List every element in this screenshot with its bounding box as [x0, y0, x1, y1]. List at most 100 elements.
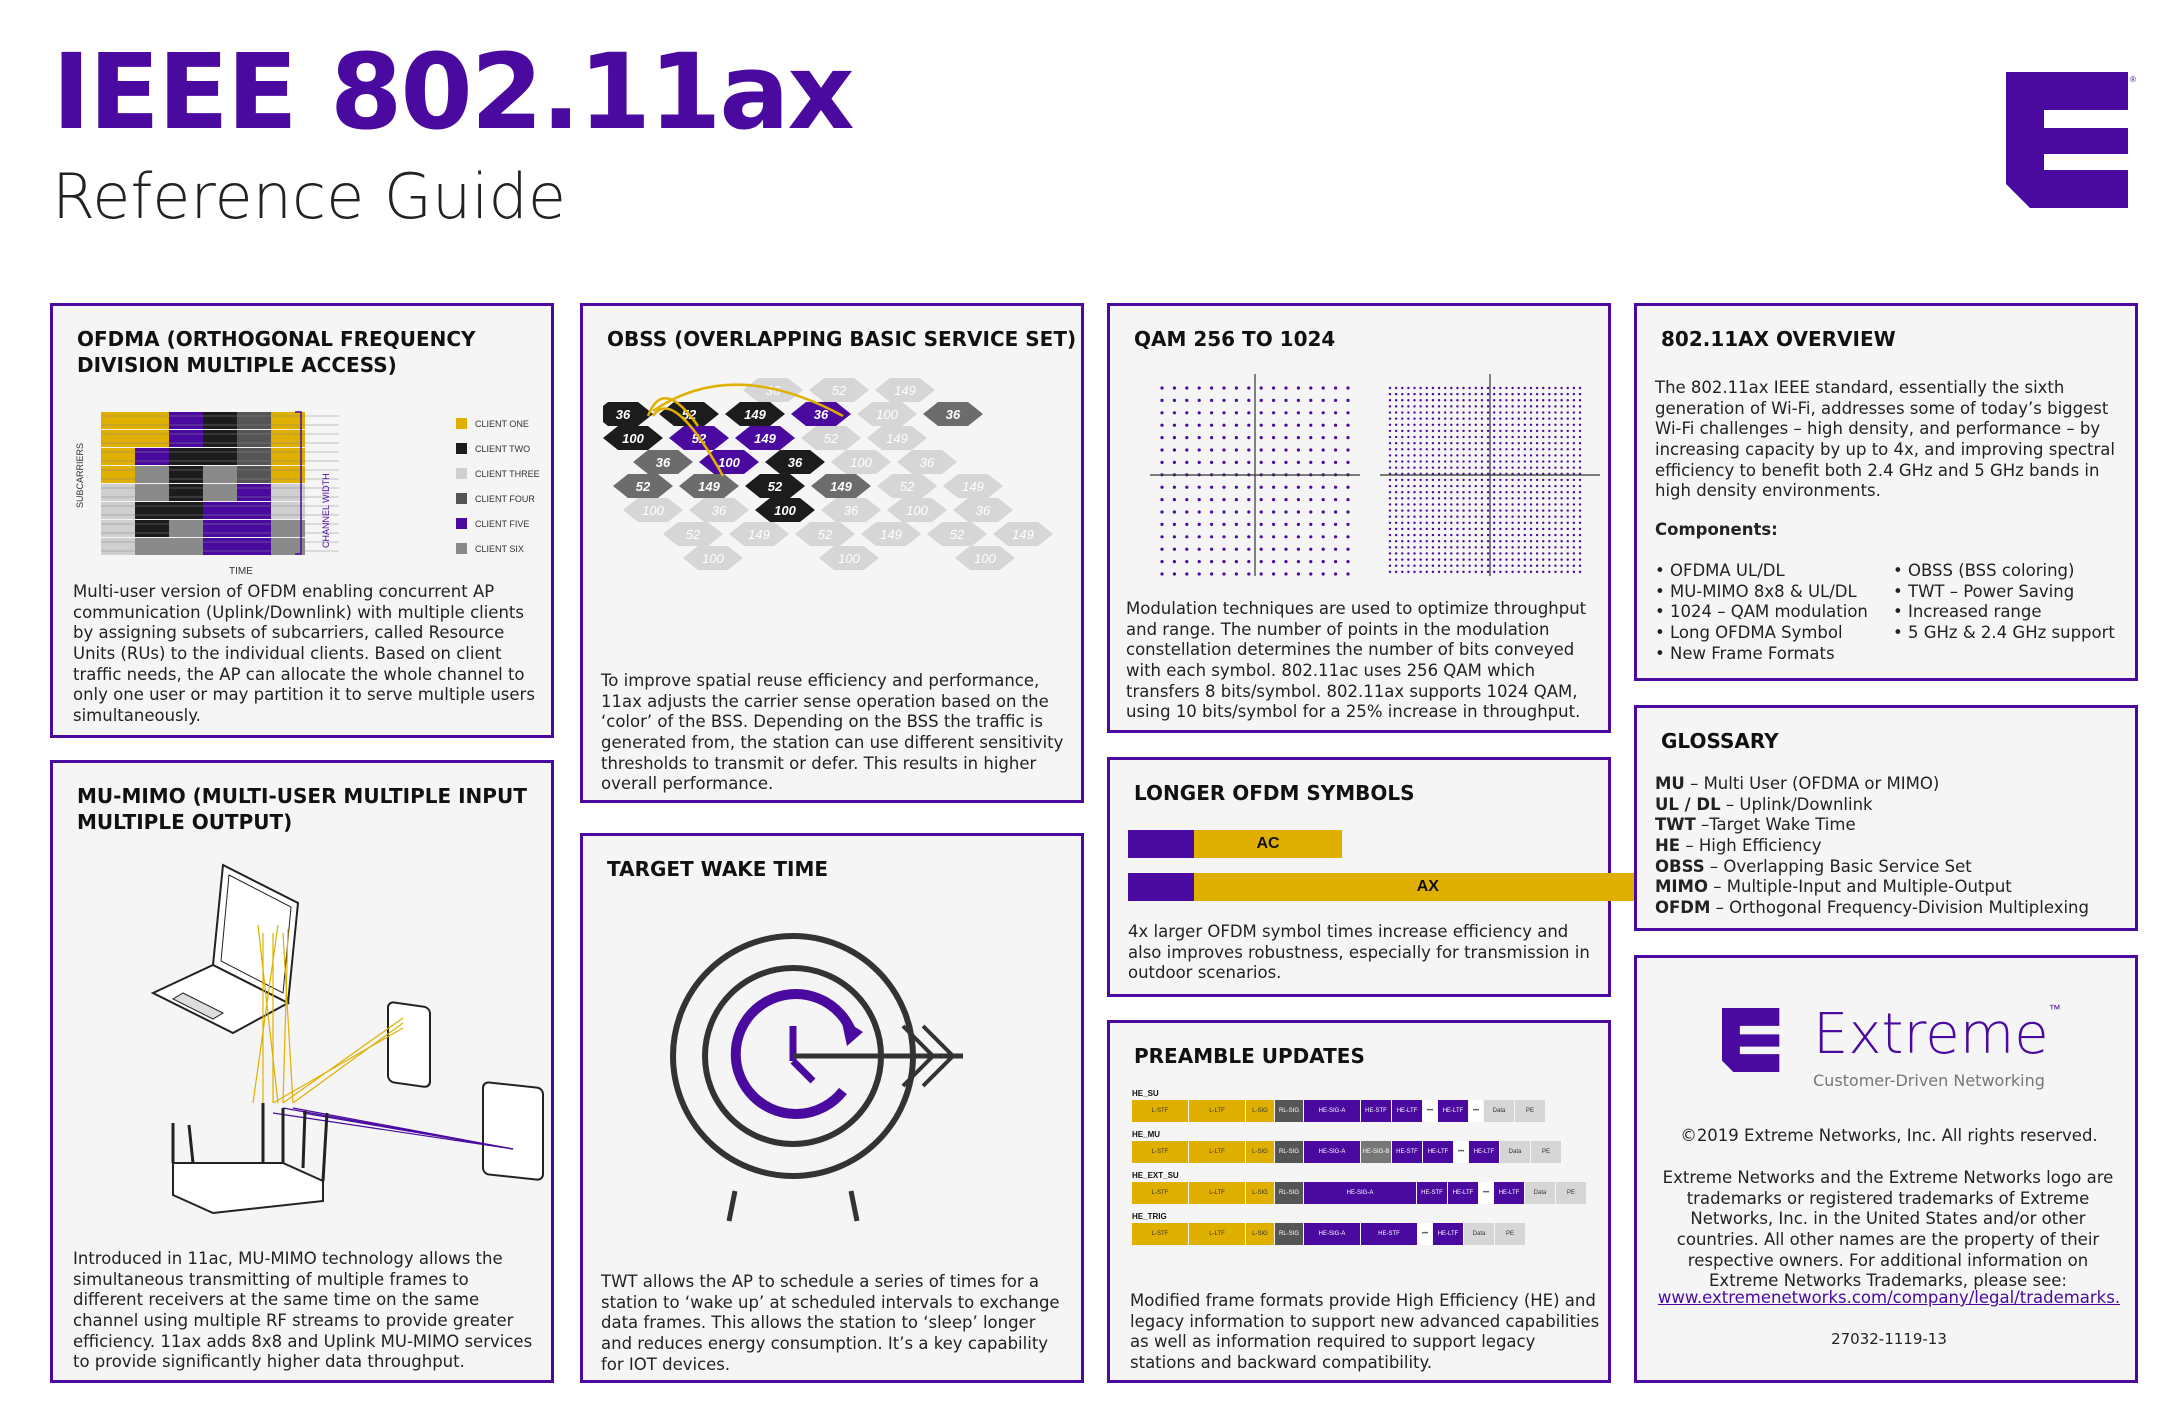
- constellation-point: [1431, 429, 1435, 433]
- constellation-point: [1566, 521, 1569, 525]
- constellation-point: [1505, 546, 1508, 549]
- constellation-point: [1259, 547, 1263, 551]
- constellation-point: [1407, 546, 1410, 549]
- constellation-point: [1450, 509, 1453, 512]
- preamble-field: L-SIG: [1246, 1182, 1274, 1204]
- constellation-point: [1346, 436, 1350, 440]
- constellation-point: [1492, 460, 1496, 463]
- constellation-point: [1296, 448, 1300, 452]
- constellation-point: [1560, 515, 1563, 518]
- constellation-point: [1505, 441, 1508, 445]
- constellation-point: [1548, 484, 1551, 488]
- constellation-point: [1566, 429, 1569, 433]
- ofdma-ru-cell: [237, 538, 271, 555]
- constellation-point: [1529, 515, 1533, 518]
- constellation-point: [1505, 460, 1508, 463]
- glossary-term: OBSS: [1655, 856, 1705, 876]
- constellation-point: [1321, 535, 1325, 539]
- constellation-point: [1413, 429, 1416, 433]
- constellation-point: [1492, 417, 1496, 420]
- constellation-point: [1309, 510, 1313, 514]
- constellation-point: [1578, 521, 1582, 525]
- constellation-point: [1474, 497, 1478, 500]
- constellation-point: [1419, 405, 1422, 408]
- constellation-point: [1505, 484, 1508, 488]
- constellation-point: [1419, 564, 1422, 567]
- constellation-point: [1419, 503, 1422, 506]
- bss-hex: [809, 378, 869, 402]
- constellation-point: [1272, 436, 1276, 440]
- legend-swatch: [456, 468, 467, 479]
- constellation-point: [1560, 484, 1563, 488]
- preamble-field: HE-LTF: [1438, 1100, 1468, 1122]
- constellation-point: [1474, 509, 1478, 512]
- constellation-point: [1523, 509, 1527, 512]
- preamble-field: L-STF: [1132, 1223, 1188, 1245]
- constellation-point: [1272, 411, 1276, 415]
- constellation-point: [1334, 485, 1338, 489]
- constellation-point: [1413, 460, 1416, 463]
- constellation-point: [1456, 423, 1459, 426]
- constellation-point: [1560, 448, 1563, 451]
- constellation-point: [1474, 484, 1478, 488]
- constellation-point: [1284, 510, 1288, 514]
- constellation-point: [1462, 423, 1465, 426]
- page-title: IEEE 802.11ax: [52, 31, 855, 153]
- constellation-point: [1572, 460, 1576, 463]
- constellation-point: [1548, 527, 1551, 531]
- constellation-point: [1578, 399, 1582, 402]
- constellation-point: [1566, 386, 1569, 390]
- constellation-point: [1572, 521, 1576, 525]
- preamble-field: RL-SIG: [1275, 1223, 1303, 1245]
- bss-channel-label: 100: [850, 455, 872, 470]
- constellation-point: [1388, 466, 1392, 469]
- constellation-point: [1578, 460, 1582, 463]
- bss-hex: [795, 522, 855, 546]
- glossary-item: HE – High Efficiency: [1655, 836, 2125, 857]
- constellation-point: [1443, 405, 1447, 408]
- constellation-point: [1431, 497, 1435, 500]
- constellation-point: [1572, 441, 1576, 445]
- constellation-point: [1425, 392, 1428, 396]
- constellation-point: [1554, 527, 1557, 531]
- constellation-point: [1259, 572, 1263, 576]
- constellation-point: [1578, 503, 1582, 506]
- constellation-point: [1413, 441, 1416, 445]
- trademarks-link[interactable]: www.extremenetworks.com/company/legal/tr…: [1657, 1288, 2121, 1307]
- legend-swatch: [456, 418, 467, 429]
- constellation-point: [1499, 521, 1502, 525]
- constellation-point: [1197, 510, 1201, 514]
- constellation-point: [1160, 398, 1164, 402]
- constellation-point: [1334, 448, 1338, 452]
- constellation-point: [1462, 540, 1465, 543]
- constellation-point: [1480, 540, 1484, 543]
- constellation-point: [1413, 521, 1416, 525]
- constellation-point: [1523, 460, 1527, 463]
- constellation-point: [1548, 423, 1551, 426]
- ofdma-ru-cell: [101, 412, 135, 429]
- ofdma-ru-cell: [169, 484, 203, 501]
- constellation-point: [1401, 386, 1404, 390]
- constellation-point: [1554, 441, 1557, 445]
- constellation-point: [1334, 411, 1338, 415]
- constellation-point: [1259, 498, 1263, 502]
- constellation-point: [1578, 423, 1582, 426]
- bss-hex: [613, 474, 673, 498]
- constellation-point: [1394, 417, 1398, 420]
- constellation-point: [1517, 521, 1520, 525]
- constellation-point: [1413, 392, 1416, 396]
- constellation-point: [1542, 490, 1545, 494]
- constellation-point: [1172, 510, 1176, 514]
- constellation-point: [1394, 435, 1398, 439]
- constellation-point: [1407, 540, 1410, 543]
- constellation-point: [1578, 454, 1582, 457]
- preamble-field: Data: [1500, 1141, 1530, 1163]
- preamble-field: HE-STF: [1417, 1182, 1447, 1204]
- constellation-point: [1566, 466, 1569, 469]
- ac-label: AC: [1194, 830, 1342, 858]
- constellation-point: [1456, 497, 1459, 500]
- constellation-point: [1542, 484, 1545, 488]
- preamble-field: HE-SIG-A: [1304, 1141, 1360, 1163]
- constellation-point: [1456, 392, 1459, 396]
